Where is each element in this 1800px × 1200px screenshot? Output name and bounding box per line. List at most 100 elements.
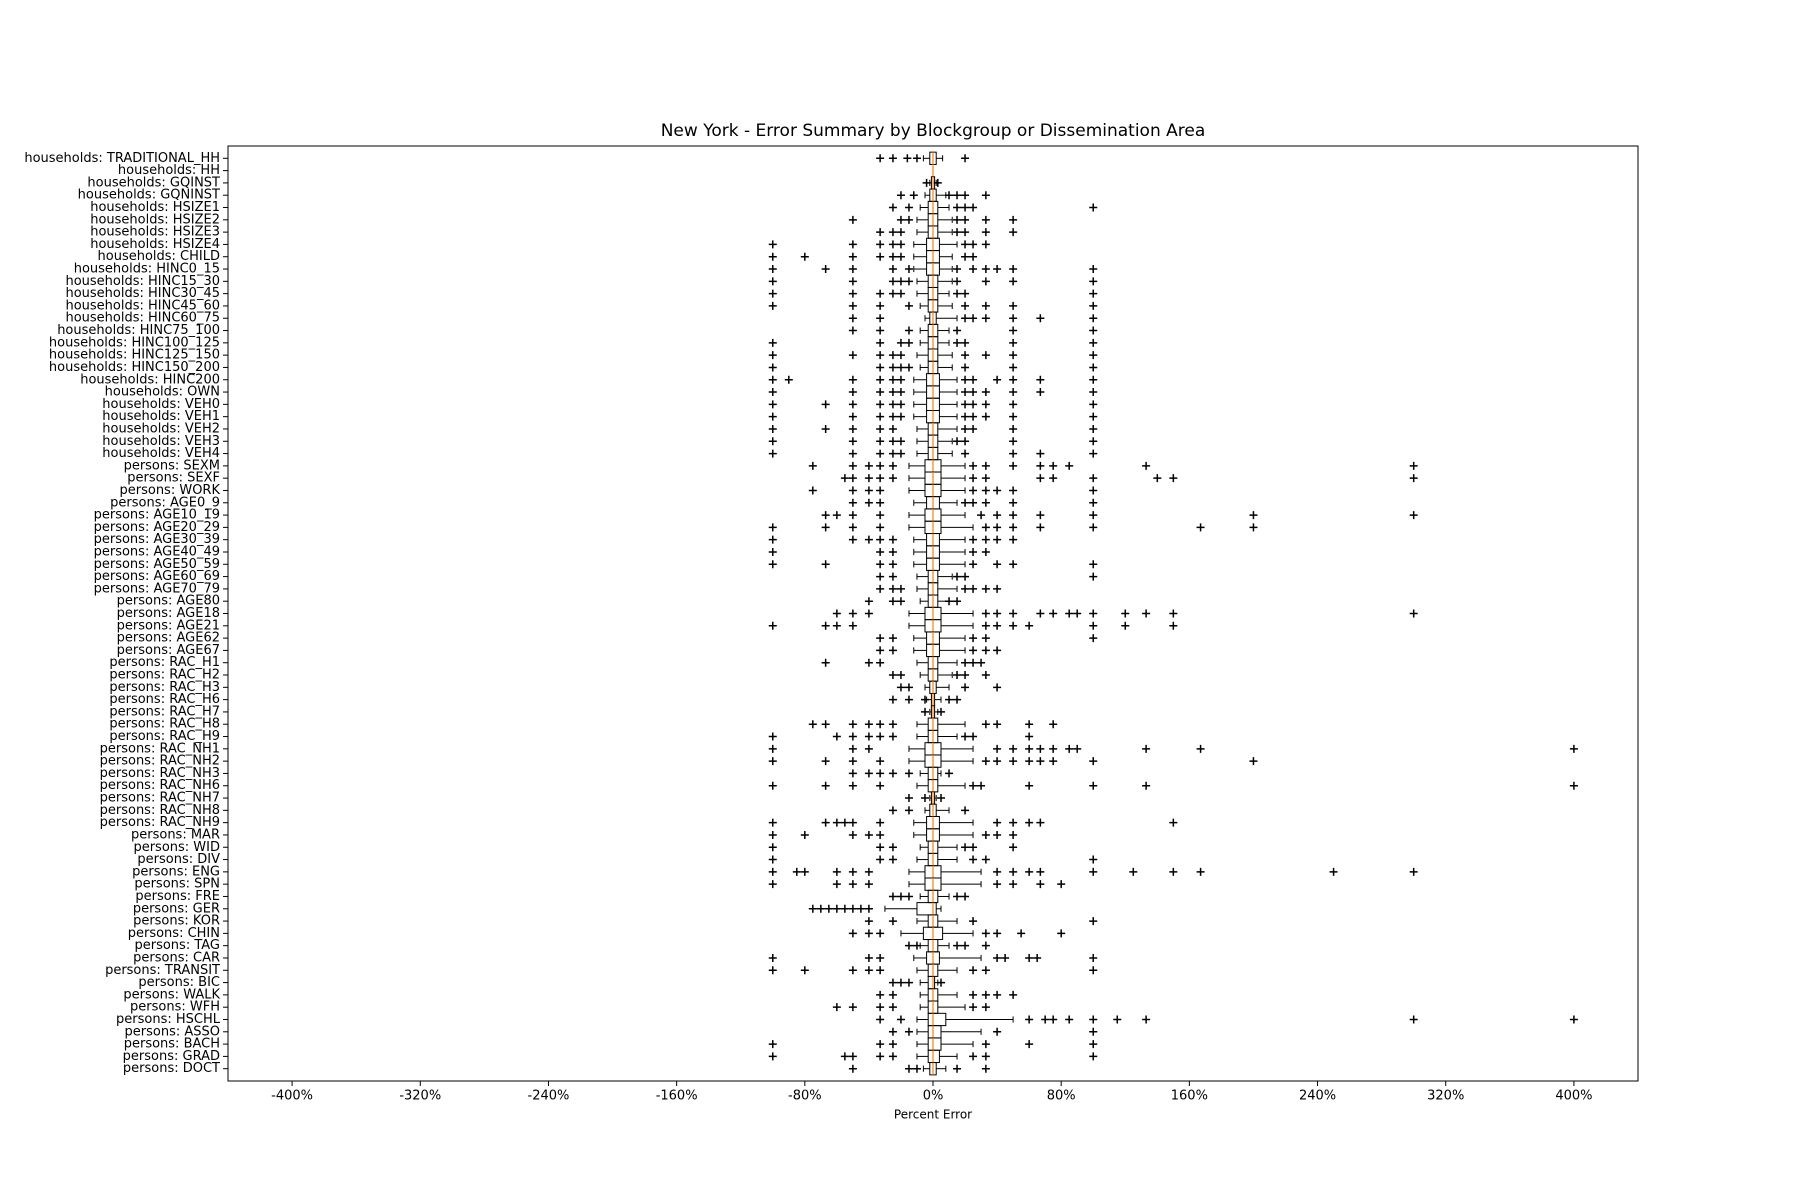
flier [904,769,913,778]
flier [1089,867,1098,876]
flier [993,535,1002,544]
flier [821,560,830,569]
flier [1009,535,1018,544]
flier [768,621,777,630]
y-tick-label: persons: RAC_H6 [109,692,220,707]
flier [808,720,817,729]
flier [1009,498,1018,507]
flier [1049,474,1058,483]
flier [888,560,897,569]
flier [1033,953,1042,962]
flier [848,966,857,975]
flier [1089,781,1098,790]
flier [969,412,978,421]
flier [904,695,913,704]
flier [768,1052,777,1061]
flier [1089,326,1098,335]
flier [848,904,857,913]
flier [981,621,990,630]
flier [876,461,885,470]
flier [848,400,857,409]
flier [876,1003,885,1012]
flier [981,609,990,618]
flier [864,474,873,483]
y-tick-label: households: HINC0_15 [74,262,220,277]
flier [848,830,857,839]
y-tick-label: persons: CAR [133,950,220,965]
flier [876,351,885,360]
flier [768,732,777,741]
flier [1009,301,1018,310]
flier [969,547,978,556]
flier [969,634,978,643]
flier [876,929,885,938]
flier [981,757,990,766]
flier [1142,1015,1151,1024]
flier [821,621,830,630]
flier [961,437,970,446]
flier [888,203,897,212]
flier [1057,880,1066,889]
flier [888,535,897,544]
flier [888,228,897,237]
flier [832,511,841,520]
flier [848,523,857,532]
flier [1089,572,1098,581]
flier [888,671,897,680]
flier [981,474,990,483]
y-tick-label: persons: FRE [135,889,220,904]
flier [876,855,885,864]
flier [876,1040,885,1049]
flier [864,486,873,495]
flier [945,695,954,704]
flier [1089,351,1098,360]
flier [888,474,897,483]
flier [864,732,873,741]
flier [1409,474,1418,483]
flier [953,1064,962,1073]
flier [1025,818,1034,827]
flier [961,252,970,261]
flier [961,424,970,433]
flier [1049,720,1058,729]
flier [848,732,857,741]
flier [864,830,873,839]
flier [821,818,830,827]
y-tick-label: persons: RAC_NH1 [100,741,220,756]
flier [1089,412,1098,421]
flier [922,178,931,187]
y-tick-label: households: HINC30_45 [65,286,220,301]
flier [888,769,897,778]
flier [981,535,990,544]
flier [1089,449,1098,458]
flier [864,929,873,938]
y-tick-label: persons: WORK [120,483,221,498]
flier [977,658,986,667]
y-tick-label: persons: ENG [132,864,220,879]
flier [1009,412,1018,421]
flier [1409,1015,1418,1024]
flier [1196,744,1205,753]
flier [768,867,777,876]
flier [896,437,905,446]
flier [896,400,905,409]
flier [876,1052,885,1061]
flier [961,843,970,852]
flier [864,966,873,975]
flier [1089,634,1098,643]
flier [888,732,897,741]
flier [768,781,777,790]
flier [961,363,970,372]
flier [888,412,897,421]
y-tick-label: households: GQNINST [78,188,220,203]
flier [969,990,978,999]
flier [1049,757,1058,766]
flier [912,1064,921,1073]
flier [808,904,817,913]
flier [1009,843,1018,852]
flier [1113,1015,1122,1024]
flier [876,953,885,962]
flier [981,498,990,507]
flier [953,671,962,680]
